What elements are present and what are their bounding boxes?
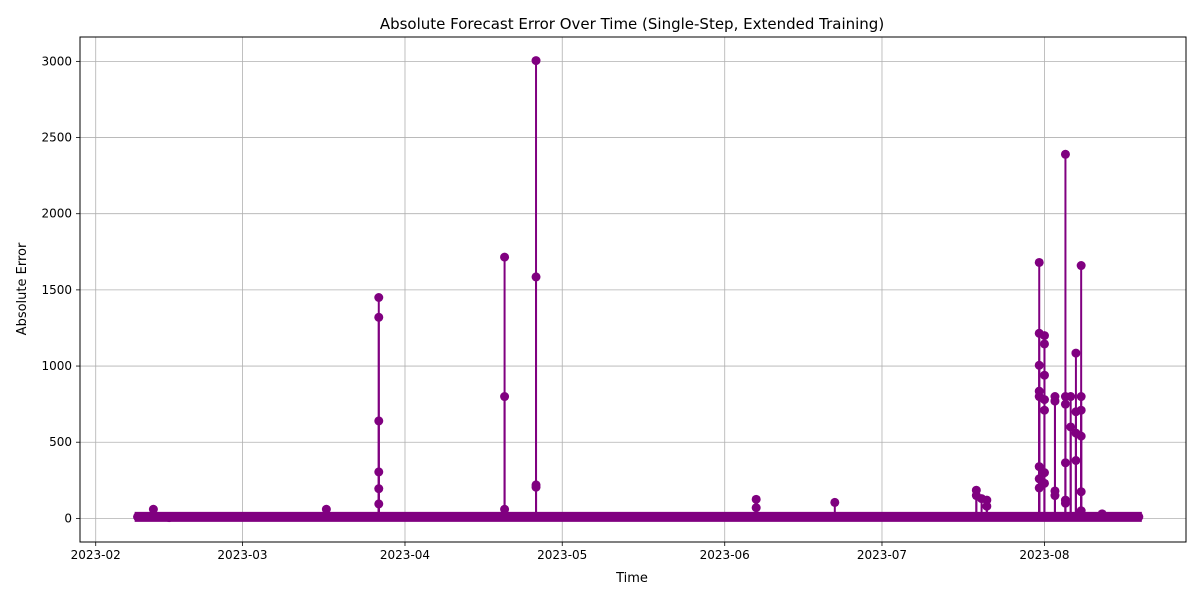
data-point — [1076, 506, 1086, 516]
data-point — [531, 482, 541, 492]
x-tick-label: 2023-05 — [537, 548, 587, 562]
data-point — [1039, 331, 1049, 341]
baseline-band — [134, 511, 1142, 522]
x-axis: 2023-02 2023-03 2023-04 2023-05 2023-06 2023-… — [71, 542, 1070, 562]
data-point — [500, 392, 510, 402]
data-point — [1076, 487, 1086, 497]
data-point — [321, 504, 331, 514]
y-tick-label: 1500 — [41, 283, 72, 297]
data-point — [1071, 348, 1081, 358]
data-point — [1066, 422, 1076, 432]
data-point — [164, 513, 174, 523]
y-tick-label: 2000 — [41, 207, 72, 221]
data-point — [982, 501, 992, 511]
data-point — [531, 272, 541, 282]
data-point — [374, 416, 384, 426]
data-point — [1134, 512, 1144, 522]
data-point — [374, 499, 384, 509]
y-tick-label: 3000 — [41, 54, 72, 68]
data-point — [1039, 370, 1049, 380]
y-tick-label: 500 — [49, 435, 72, 449]
y-tick-label: 2500 — [41, 131, 72, 145]
data-point — [374, 312, 384, 322]
y-axis-label: Absolute Error — [15, 242, 30, 335]
data-point — [751, 503, 761, 513]
data-point — [1060, 399, 1070, 409]
data-point — [1076, 261, 1086, 271]
data-point — [1039, 478, 1049, 488]
y-tick-label: 1000 — [41, 359, 72, 373]
data-point — [751, 494, 761, 504]
data-point — [1039, 339, 1049, 349]
data-point — [374, 292, 384, 302]
data-point — [1039, 395, 1049, 405]
data-point — [1039, 468, 1049, 478]
y-tick-label: 0 — [64, 511, 72, 525]
data-point — [1071, 455, 1081, 465]
data-point — [1034, 360, 1044, 370]
data-point — [374, 484, 384, 494]
x-tick-label: 2023-02 — [71, 548, 121, 562]
chart-title: Absolute Forecast Error Over Time (Singl… — [380, 15, 884, 33]
data-point — [148, 504, 158, 514]
data-point — [374, 467, 384, 477]
data-point — [1050, 396, 1060, 406]
y-axis: 0 500 1000 1500 2000 2500 3000 — [41, 54, 80, 525]
data-point — [1060, 498, 1070, 508]
x-tick-label: 2023-07 — [857, 548, 907, 562]
data-point — [500, 252, 510, 262]
x-axis-label: Time — [615, 571, 648, 586]
data-point — [1050, 491, 1060, 501]
grid — [80, 37, 1186, 542]
x-tick-label: 2023-04 — [380, 548, 430, 562]
data-point — [1034, 462, 1044, 472]
x-tick-label: 2023-03 — [217, 548, 267, 562]
data-point — [1034, 257, 1044, 267]
data-point — [1060, 458, 1070, 468]
data-point — [1076, 431, 1086, 441]
x-tick-label: 2023-06 — [700, 548, 750, 562]
data-point — [1076, 392, 1086, 402]
data-point — [133, 512, 143, 522]
data-point — [1039, 405, 1049, 415]
data-point — [830, 497, 840, 507]
data-point — [1066, 392, 1076, 402]
data-point — [1060, 149, 1070, 159]
data-point — [1076, 405, 1086, 415]
x-tick-label: 2023-08 — [1019, 548, 1069, 562]
data-point — [1097, 509, 1107, 519]
data-point — [500, 504, 510, 514]
plot-area — [133, 56, 1144, 523]
data-point — [531, 56, 541, 66]
